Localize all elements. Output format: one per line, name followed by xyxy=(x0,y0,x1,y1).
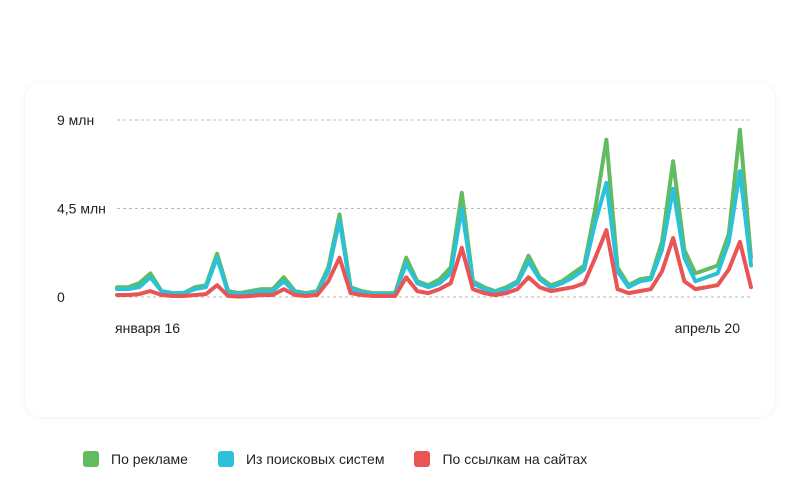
y-tick-label: 9 млн xyxy=(57,112,94,128)
legend-label-search: Из поисковых систем xyxy=(245,451,385,467)
legend-swatch-ads xyxy=(83,451,99,467)
series-line-referrals xyxy=(115,228,753,299)
legend-item-search: Из поисковых систем xyxy=(217,451,385,467)
x-tick-label: января 16 xyxy=(115,320,180,336)
legend-item-referrals: По ссылкам на сайтах xyxy=(414,451,587,467)
legend-swatch-referrals xyxy=(414,451,431,467)
y-axis-labels: 0 4,5 млн 9 млн xyxy=(57,112,106,305)
legend-label-referrals: По ссылкам на сайтах xyxy=(442,451,588,467)
legend-label-ads: По рекламе xyxy=(111,451,188,467)
line-chart: 0 4,5 млн 9 млн января 16 апрель 20 xyxy=(57,112,753,336)
x-axis-labels: января 16 апрель 20 xyxy=(115,320,740,336)
legend-swatch-search xyxy=(217,451,234,467)
x-tick-label: апрель 20 xyxy=(675,320,741,336)
chart-card: 0 4,5 млн 9 млн января 16 апрель 20 По рекл… xyxy=(25,82,775,467)
series-layer xyxy=(115,127,753,299)
grid xyxy=(117,119,751,298)
legend: По рекламе Из поисковых систем По ссылка… xyxy=(83,448,617,470)
series-line-search xyxy=(115,169,753,297)
y-tick-label: 0 xyxy=(57,289,65,305)
y-tick-label: 4,5 млн xyxy=(57,201,106,217)
legend-item-ads: По рекламе xyxy=(83,451,188,467)
